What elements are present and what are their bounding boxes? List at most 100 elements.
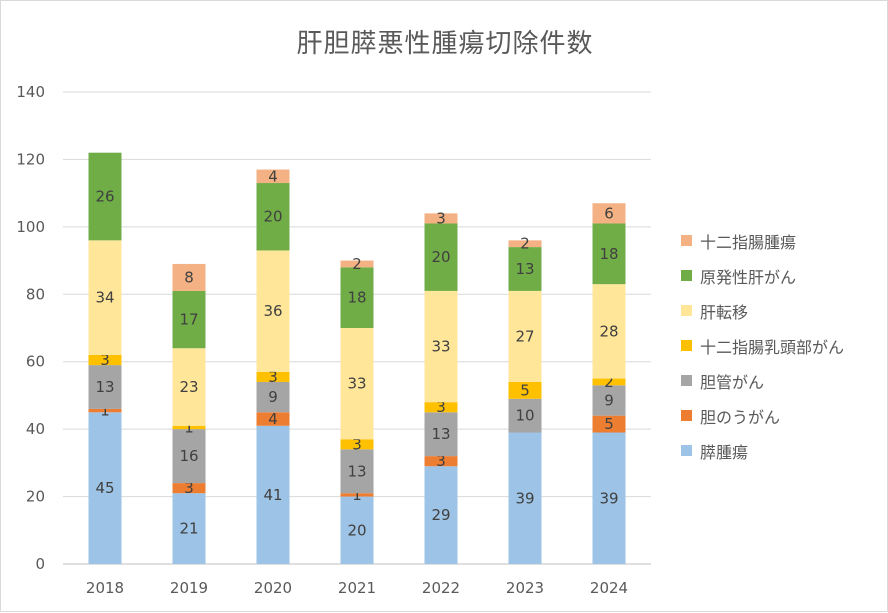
data-label: 45 xyxy=(95,479,114,497)
data-label: 10 xyxy=(515,407,534,425)
data-label: 1 xyxy=(352,486,362,504)
x-tick-label: 2020 xyxy=(254,579,292,597)
data-label: 13 xyxy=(95,378,114,396)
legend-swatch xyxy=(681,270,692,281)
data-label: 3 xyxy=(352,435,362,453)
bar-segment xyxy=(256,250,290,372)
x-tick-label: 2022 xyxy=(422,579,460,597)
legend-item: 十二指腸乳頭部がん xyxy=(681,328,844,363)
bar-segment xyxy=(256,425,290,564)
bar-segment xyxy=(592,203,626,224)
bar-segment xyxy=(172,263,206,291)
legend-item: 膵腫瘍 xyxy=(681,433,844,468)
legend-label: 十二指腸腫瘍 xyxy=(700,232,797,252)
bar-segment xyxy=(424,223,458,291)
legend-swatch xyxy=(681,235,692,246)
bar-segment xyxy=(592,223,626,285)
data-label: 3 xyxy=(436,452,446,470)
bar-segment xyxy=(88,412,122,564)
data-label: 18 xyxy=(599,245,618,263)
bar-segment xyxy=(172,290,206,349)
chart-title: 肝胆膵悪性腫瘍切除件数 xyxy=(296,29,594,59)
legend-label: 胆のうがん xyxy=(700,407,781,427)
bar-segment xyxy=(256,371,290,382)
bar-segment xyxy=(340,260,374,268)
legend-swatch xyxy=(681,445,692,456)
data-label: 2 xyxy=(604,373,614,391)
x-tick-label: 2019 xyxy=(170,579,208,597)
data-label: 13 xyxy=(347,462,366,480)
data-label: 8 xyxy=(184,268,194,286)
bar-segment xyxy=(424,213,458,224)
legend-swatch xyxy=(681,410,692,421)
bar-segment xyxy=(172,493,206,564)
data-label: 13 xyxy=(515,260,534,278)
data-label: 33 xyxy=(347,375,366,393)
y-tick-label: 140 xyxy=(16,83,45,101)
data-label: 39 xyxy=(599,489,618,507)
bar-segment xyxy=(88,408,122,413)
data-label: 6 xyxy=(604,204,614,222)
bar-segment xyxy=(424,466,458,564)
y-tick-label: 40 xyxy=(26,420,45,438)
bar-segment xyxy=(256,169,290,184)
data-label: 18 xyxy=(347,289,366,307)
data-label: 16 xyxy=(179,447,198,465)
x-tick-label: 2018 xyxy=(86,579,124,597)
data-label: 41 xyxy=(263,486,282,504)
bar-segment xyxy=(508,432,542,564)
data-label: 2 xyxy=(352,255,362,273)
y-tick-label: 120 xyxy=(16,150,45,168)
data-label: 27 xyxy=(515,327,534,345)
data-label: 2 xyxy=(520,235,530,253)
legend-swatch xyxy=(681,375,692,386)
bar-segment xyxy=(592,432,626,564)
y-tick-label: 60 xyxy=(26,353,45,371)
data-label: 20 xyxy=(347,521,366,539)
data-label: 28 xyxy=(599,322,618,340)
data-label: 5 xyxy=(604,415,614,433)
legend-swatch xyxy=(681,340,692,351)
data-label: 39 xyxy=(515,489,534,507)
bar-segment xyxy=(256,412,290,426)
data-label: 21 xyxy=(179,520,198,538)
bar-segment xyxy=(256,381,290,413)
bar-segment xyxy=(256,183,290,251)
bar-segment xyxy=(508,240,542,248)
y-tick-label: 20 xyxy=(26,488,45,506)
legend-label: 膵腫瘍 xyxy=(700,442,749,462)
bar-segment xyxy=(172,425,206,430)
x-tick-label: 2024 xyxy=(590,579,628,597)
bar-segment xyxy=(88,152,122,241)
chart-legend: 十二指腸腫瘍 原発性肝がん 肝転移十二指腸乳頭部がん 胆管がん胆のうがん膵腫瘍 xyxy=(681,223,844,468)
bar-segment xyxy=(424,402,458,413)
bar-segment xyxy=(592,378,626,386)
bar-segment xyxy=(340,328,374,440)
data-label: 36 xyxy=(263,302,282,320)
data-label: 33 xyxy=(431,338,450,356)
data-label: 1 xyxy=(184,418,194,436)
data-label: 9 xyxy=(604,391,614,409)
bar-segment xyxy=(424,290,458,403)
bar-segment xyxy=(172,483,206,494)
data-label: 3 xyxy=(100,351,110,369)
legend-label: 肝転移 xyxy=(700,302,749,322)
bar-segment xyxy=(592,385,626,416)
bar-segment xyxy=(88,240,122,355)
bar-segment xyxy=(508,381,542,399)
data-label: 29 xyxy=(431,506,450,524)
bar-segment xyxy=(340,267,374,328)
y-tick-label: 80 xyxy=(26,285,45,303)
legend-label: 胆管がん xyxy=(700,372,765,392)
legend-label: 原発性肝がん xyxy=(700,267,797,287)
data-label: 4 xyxy=(268,410,278,428)
legend-label: 十二指腸乳頭部がん xyxy=(700,337,845,357)
bar-segment xyxy=(592,415,626,433)
data-label: 23 xyxy=(179,378,198,396)
data-label: 34 xyxy=(95,289,114,307)
data-label: 3 xyxy=(268,368,278,386)
data-label: 20 xyxy=(431,248,450,266)
bar-segment xyxy=(508,247,542,291)
